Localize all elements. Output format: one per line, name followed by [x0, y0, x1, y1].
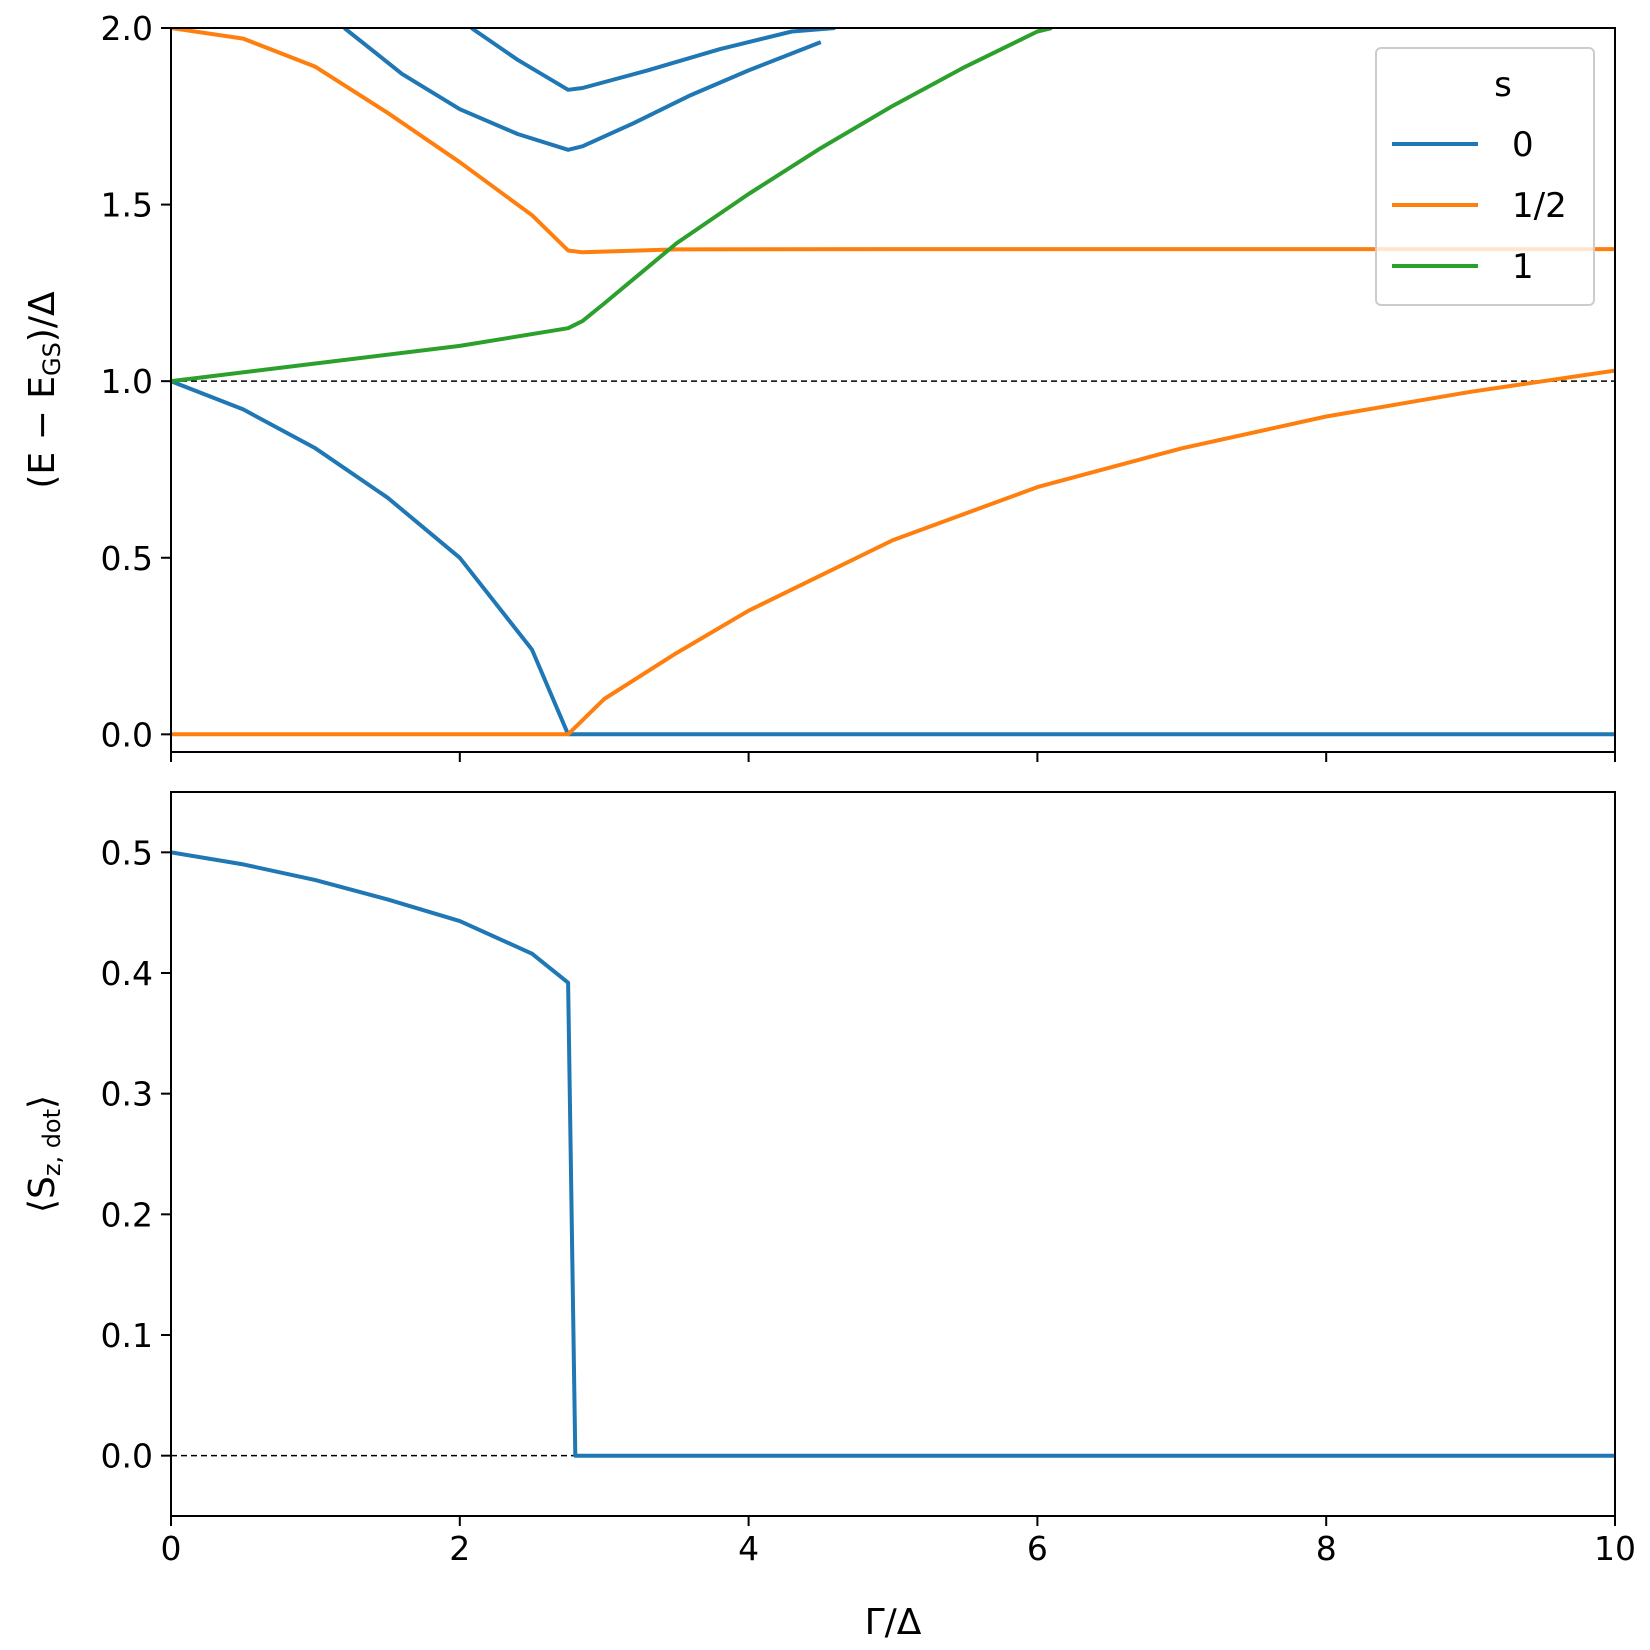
x-tick-label: 10: [1594, 1529, 1636, 1568]
legend-title: s: [1494, 65, 1512, 105]
spin-series: [171, 850, 1615, 1458]
energy-y-ticks: 0.0 0.5 1.0 1.5 2.0: [101, 9, 171, 754]
y-tick-label: 0.2: [101, 1195, 153, 1234]
energy-panel: 0.0 0.5 1.0 1.5 2.0 (E − EGS)/Δ s 0 1/2 1: [22, 9, 1616, 762]
y-tick-label: 2.0: [101, 9, 153, 48]
y-tick-label: 0.3: [101, 1075, 153, 1114]
energy-y-label-tail: )/Δ: [22, 291, 63, 342]
energy-y-label-sub: GS: [38, 342, 66, 376]
spin-y-label-tail: ⟩: [22, 1095, 63, 1109]
spin-y-label-main: ⟨S: [22, 1176, 63, 1213]
energy-series: [171, 28, 1615, 737]
energy-x-ticks: [170, 752, 1616, 762]
energy-y-axis-label: (E − EGS)/Δ: [22, 291, 66, 489]
x-tick-label: 8: [1316, 1529, 1337, 1568]
x-axis-label: Γ/Δ: [865, 1602, 922, 1643]
legend: s 0 1/2 1: [1375, 47, 1595, 306]
x-tick-label: 6: [1027, 1529, 1048, 1568]
series-line-4: [171, 28, 1615, 255]
y-tick-label: 0.0: [101, 715, 153, 754]
y-tick-label: 1.5: [101, 186, 153, 225]
series-line-1: [171, 850, 1615, 1458]
spin-y-label-sub: z, dot: [38, 1109, 66, 1176]
series-line-1: [171, 379, 1615, 737]
legend-entries: 0 1/2 1: [1392, 125, 1567, 287]
x-tick-label: 4: [738, 1529, 759, 1568]
series-line-6: [171, 28, 1053, 384]
y-tick-label: 1.0: [101, 362, 153, 401]
x-tick-label: 2: [449, 1529, 470, 1568]
y-tick-label: 0.0: [101, 1437, 153, 1476]
energy-plot-frame: [170, 27, 1616, 753]
legend-box: [1375, 47, 1595, 306]
spin-x-ticks: 0 2 4 6 8 10: [161, 1516, 1636, 1568]
y-tick-label: 0.1: [101, 1316, 153, 1355]
series-line-2: [343, 28, 822, 152]
spin-y-ticks: 0.0 0.1 0.2 0.3 0.4 0.5: [101, 833, 171, 1476]
y-tick-label: 0.5: [101, 833, 153, 872]
y-tick-label: 0.4: [101, 954, 153, 993]
spin-plot-frame: [170, 791, 1616, 1517]
series-line-5: [171, 368, 1615, 737]
energy-y-label-main: (E − E: [22, 376, 63, 489]
legend-label: 1/2: [1512, 186, 1567, 226]
x-tick-label: 0: [161, 1529, 182, 1568]
legend-label: 0: [1512, 125, 1534, 165]
spin-y-axis-label: ⟨Sz, dot⟩: [22, 1095, 66, 1213]
legend-label: 1: [1512, 247, 1534, 287]
spin-panel: 0.0 0.1 0.2 0.3 0.4 0.5 0 2 4 6 8 10 ⟨Sz, dot⟩ Γ/Δ: [22, 791, 1636, 1643]
series-line-3: [470, 28, 836, 92]
y-tick-label: 0.5: [101, 539, 153, 578]
